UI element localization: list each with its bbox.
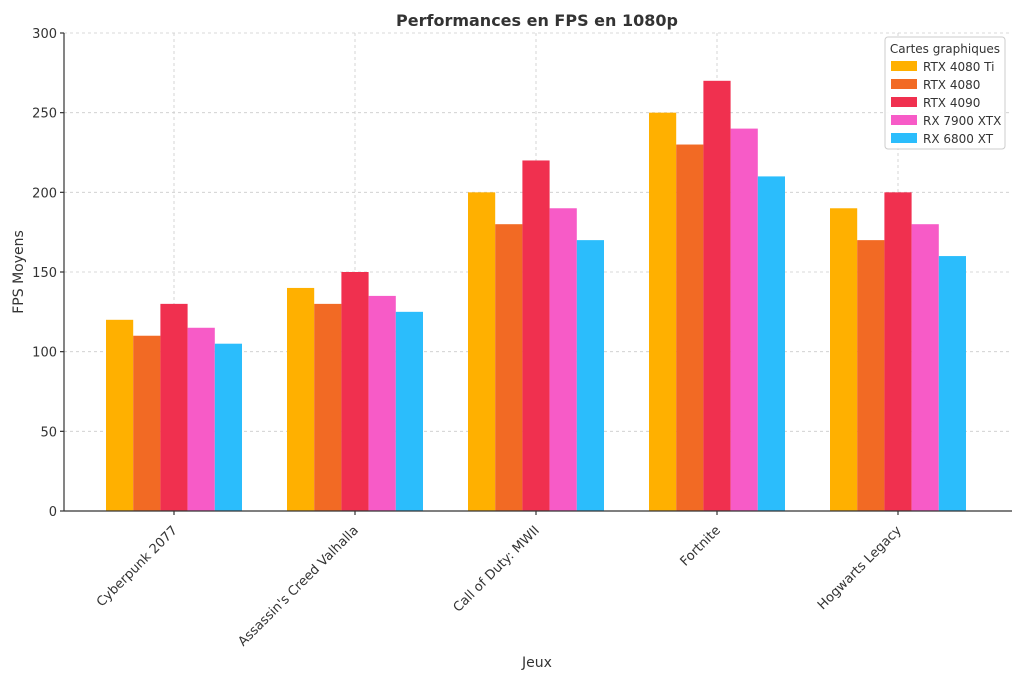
bar (160, 303, 188, 511)
bar (106, 319, 134, 511)
legend-swatch (891, 115, 917, 125)
bar (911, 224, 939, 511)
legend-item-label: RX 6800 XT (923, 132, 994, 146)
bar (368, 295, 396, 511)
chart-title: Performances en FPS en 1080p (396, 11, 678, 30)
y-tick-label: 50 (40, 425, 57, 440)
legend-swatch (891, 61, 917, 71)
bar (830, 208, 858, 511)
y-tick-label: 150 (32, 266, 57, 281)
legend-swatch (891, 133, 917, 143)
bars (106, 80, 966, 512)
y-tick-label: 100 (32, 346, 57, 361)
bar (703, 80, 731, 512)
bar (649, 112, 677, 512)
legend-item-label: RTX 4080 (923, 78, 980, 92)
bar (757, 176, 785, 511)
bar (187, 327, 215, 511)
legend-title: Cartes graphiques (890, 42, 1000, 56)
bar (287, 287, 315, 511)
bar (522, 160, 550, 511)
bar (214, 343, 242, 511)
x-tick-label: Hogwarts Legacy (815, 523, 905, 613)
y-tick-label: 0 (49, 505, 57, 520)
bar (730, 128, 758, 511)
y-tick-label: 300 (32, 27, 57, 42)
bar (549, 208, 577, 511)
bar (341, 272, 369, 511)
x-tick-label: Cyberpunk 2077 (94, 523, 181, 610)
bar (857, 240, 885, 511)
x-tick-label: Fortnite (678, 523, 724, 569)
bar (314, 303, 342, 511)
bar (884, 192, 912, 512)
legend-item-label: RX 7900 XTX (923, 114, 1001, 128)
legend-swatch (891, 79, 917, 89)
x-axis-label: Jeux (521, 655, 552, 671)
bar (576, 240, 604, 511)
legend-swatch (891, 97, 917, 107)
bar (468, 192, 496, 512)
legend: Cartes graphiques RTX 4080 Ti RTX 4080 RTX… (884, 36, 1006, 150)
y-tick-label: 250 (32, 107, 57, 122)
x-tick-label: Call of Duty: MWII (451, 523, 543, 615)
bar (676, 144, 704, 512)
bar (495, 224, 523, 511)
legend-item-label: RTX 4080 Ti (923, 60, 994, 74)
y-tick-label: 200 (32, 186, 57, 201)
bar (133, 335, 161, 511)
bar (395, 311, 423, 511)
y-axis-ticks: 0 50 100 150 200 250 300 (32, 27, 64, 520)
bar (938, 256, 966, 511)
y-axis-label: FPS Moyens (11, 230, 27, 314)
x-tick-label: Assassin's Creed Valhalla (235, 523, 361, 649)
legend-item-label: RTX 4090 (923, 96, 980, 110)
x-axis-ticks: Cyberpunk 2077 Assassin's Creed Valhalla C… (94, 511, 905, 650)
